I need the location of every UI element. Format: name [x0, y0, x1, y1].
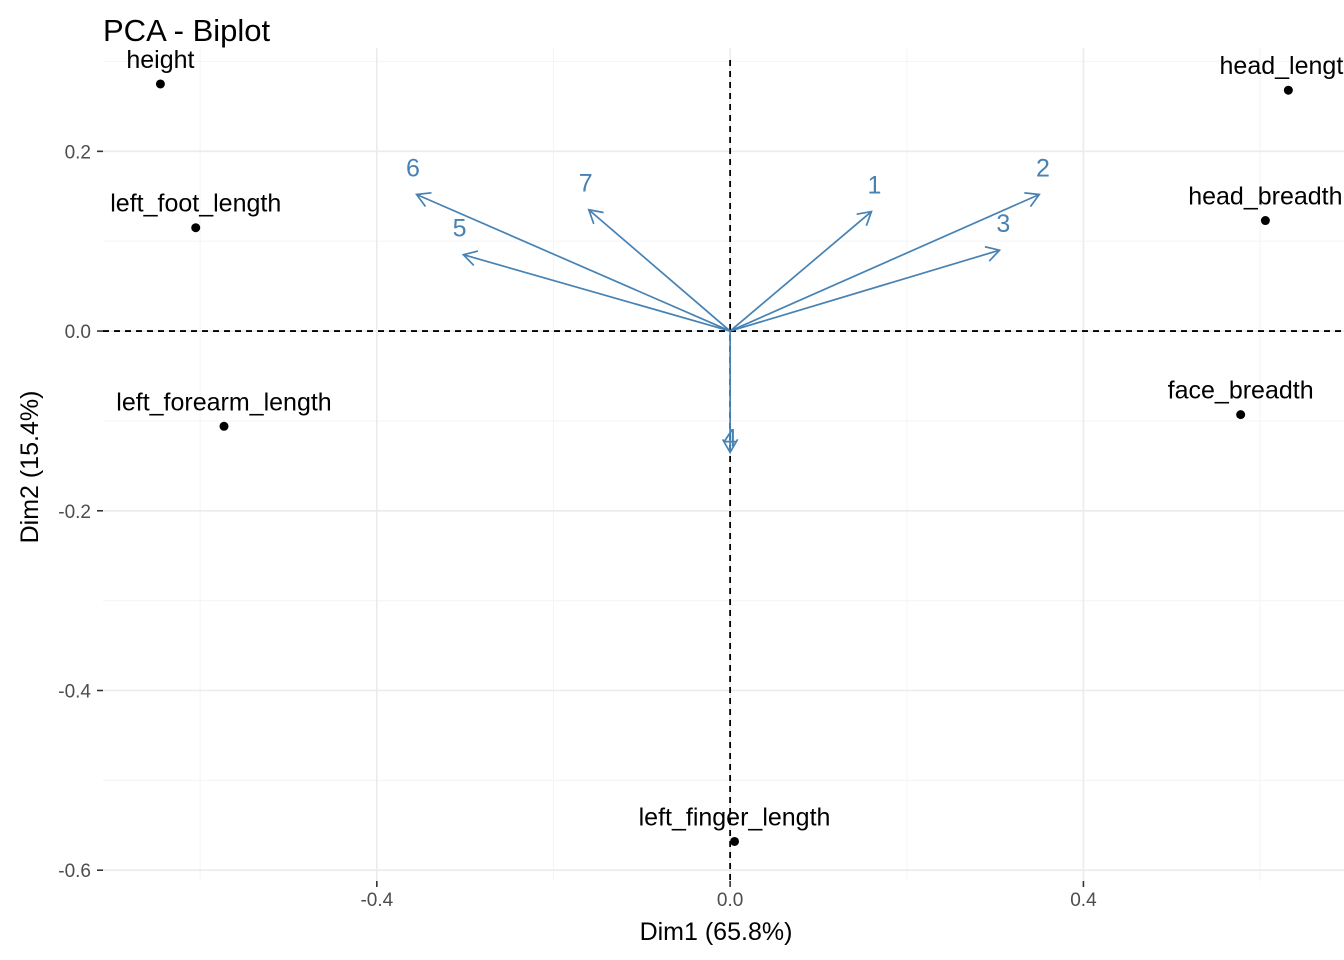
point-left_forearm_length [219, 421, 229, 431]
reference-lines [103, 60, 1344, 881]
vector-label: 4 [723, 424, 737, 452]
vector-3-line [729, 249, 1000, 332]
vector-6-line [416, 193, 731, 332]
point-label: left_foot_length [110, 190, 281, 218]
y-tick-label: -0.6 [58, 861, 91, 882]
vector-2-line [729, 193, 1040, 332]
vector-1-line [729, 210, 872, 332]
vector-label: 6 [406, 154, 420, 182]
axis-ticks: -0.4 0.0 0.4 0.2 0.0 -0.2 -0.4 -0.6 [58, 142, 1097, 911]
vector-7-line [588, 209, 731, 332]
vector-7-arrowhead [587, 208, 604, 225]
vector-5-arrowhead [461, 250, 479, 267]
point-head_length [1283, 85, 1293, 95]
point-height [155, 79, 165, 89]
point-label: head_length [1220, 52, 1344, 80]
vector-2-arrowhead [1024, 192, 1041, 208]
y-tick-label: -0.2 [58, 502, 91, 523]
vector-label: 3 [996, 210, 1010, 238]
vector-label: 2 [1036, 154, 1050, 182]
x-tick-label: -0.4 [360, 890, 393, 911]
vector-label: 5 [453, 215, 467, 243]
x-axis-title: Dim1 (65.8%) [640, 918, 793, 946]
point-label: head_breadth [1188, 183, 1342, 211]
y-tick-label: 0.0 [65, 322, 91, 343]
vector-4-arrowhead [721, 438, 739, 455]
point-label: height [126, 46, 194, 74]
point-head_breadth [1260, 216, 1270, 226]
vector-3-arrowhead [984, 245, 1002, 262]
chart-title: PCA - Biplot [103, 13, 271, 48]
individual-points [155, 79, 1293, 846]
point-left_finger_length [730, 836, 740, 846]
point-label: face_breadth [1168, 377, 1314, 405]
major-gridlines [103, 48, 1344, 881]
point-label: left_finger_length [639, 803, 831, 831]
x-tick-label: 0.0 [717, 890, 743, 911]
y-axis-title: Dim2 (15.4%) [16, 391, 44, 544]
point-face_breadth [1236, 410, 1246, 420]
point-left_foot_length [191, 223, 201, 233]
vector-label: 7 [579, 170, 593, 198]
point-labels: height left_foot_length left_forearm_lengt… [110, 46, 1344, 831]
vector-5-line [463, 253, 731, 332]
minor-gridlines [103, 48, 1344, 881]
vector-1-arrowhead [856, 210, 873, 226]
x-tick-label: 0.4 [1070, 890, 1097, 911]
point-label: left_forearm_length [116, 388, 331, 416]
vector-6-arrowhead [415, 191, 432, 208]
y-tick-label: -0.4 [58, 681, 91, 702]
vector-label: 1 [868, 172, 882, 200]
y-tick-label: 0.2 [65, 142, 91, 163]
